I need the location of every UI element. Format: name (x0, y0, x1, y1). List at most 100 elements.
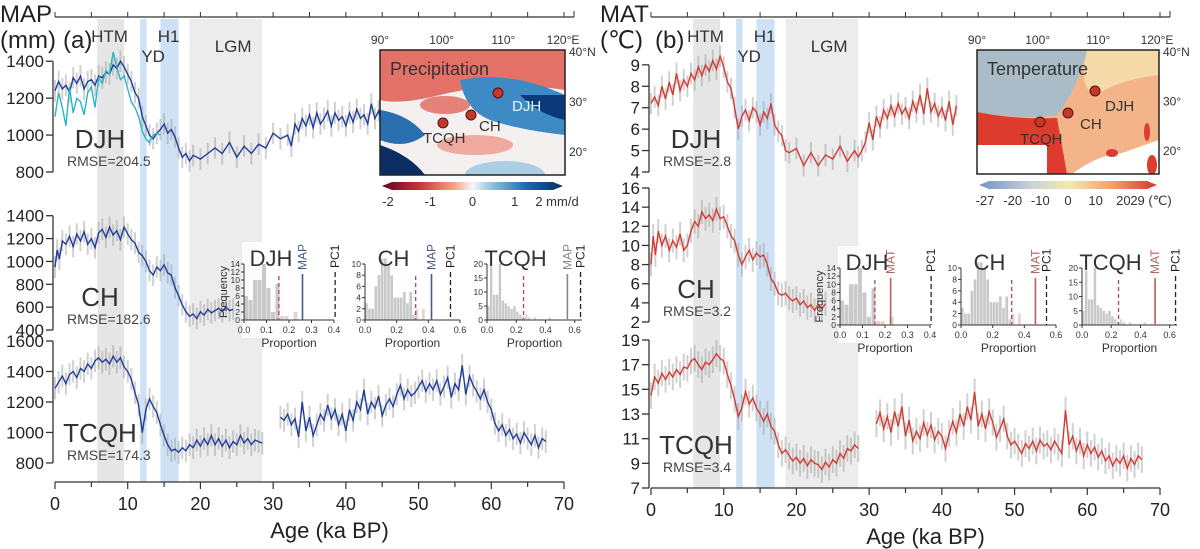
histogram-y-tick-label: 0 (235, 315, 240, 325)
histogram-x-tick-label: 0.0 (359, 325, 372, 335)
map-site-marker-tcqh (437, 117, 449, 129)
histogram-bar (403, 292, 406, 320)
y-tick-label: 9 (631, 454, 640, 473)
x-tick-label: 30 (859, 500, 879, 520)
series-line (54, 225, 234, 320)
x-tick-label: 20 (190, 494, 210, 514)
map-site-marker-djh (492, 87, 504, 99)
colorbar-tick-label: -2 (382, 194, 394, 209)
histogram-y-tick-label: 8 (356, 270, 361, 280)
colorbar-tick-label: 29 (℃) (1130, 193, 1171, 208)
histogram-bar (498, 264, 502, 320)
period-label-lgm: LGM (811, 37, 848, 56)
map-lat-label: 20° (1163, 144, 1181, 158)
reference-line-label: MAT (884, 249, 898, 274)
series-line (650, 352, 859, 471)
map-region-dry (420, 96, 470, 114)
map-site-label: TCQH (1020, 131, 1063, 148)
histogram-bar (257, 280, 262, 320)
histogram-title: TCQH (484, 246, 546, 271)
histogram-y-title: Frequency (218, 266, 230, 318)
rmse-label: RMSE=204.5 (67, 153, 151, 169)
histogram-bar (422, 308, 425, 320)
histogram-bar (253, 280, 257, 320)
histogram-bar (999, 296, 1002, 325)
histogram-y-tick-label: 8 (952, 274, 957, 284)
map-region-dry (437, 135, 513, 155)
histogram-bar (889, 316, 894, 325)
y-tick-label: 11 (622, 430, 640, 449)
map-site-marker-tcqh (1034, 116, 1046, 128)
histogram-bar (489, 266, 493, 320)
histogram-bar (973, 279, 977, 325)
map-site-label: DJH (1105, 98, 1134, 115)
colorbar-tick-label: 1 (511, 194, 518, 209)
map-sea (977, 145, 1047, 174)
map-region-wet (460, 77, 565, 135)
y-tick-label: 1000 (6, 423, 44, 442)
histogram-y-tick-label: 2 (235, 307, 240, 317)
map-lat-label: 40°N (569, 45, 596, 59)
histogram-x-tick-label: 0.4 (539, 325, 552, 335)
histogram-x-title: Proportion (507, 336, 562, 350)
y-tick-label: 1200 (6, 393, 44, 412)
map-lon-label: 120°E (547, 33, 580, 47)
histogram-y-tick-label: 0 (952, 320, 957, 330)
histogram-bar (365, 303, 368, 320)
x-tick-label: 60 (481, 494, 501, 514)
histogram-x-tick-label: 0.0 (481, 325, 494, 335)
x-tick-label: 70 (554, 494, 574, 514)
colorbar-tick-label: 2 mm/d (535, 194, 578, 209)
histogram-bar (399, 297, 403, 320)
x-tick-label: 40 (336, 494, 356, 514)
map-sea (1072, 140, 1159, 174)
histogram-bar (390, 275, 393, 320)
y-tick-label: 6 (631, 120, 640, 139)
map-region-wet (520, 95, 565, 120)
histogram-bar (1008, 319, 1012, 325)
histogram-bar (519, 314, 522, 320)
y-tick-label: 10 (621, 236, 640, 255)
map-title: Temperature (987, 59, 1088, 79)
histogram-y-tick-label: 14 (827, 263, 837, 273)
pc1-label: PC1 (1169, 248, 1183, 272)
series-line (54, 354, 263, 454)
histogram-tcqh: 0 5 10 15 20 0.0 0.2 0.4 0.6 Proportion MAP PC1 TCQH (474, 242, 588, 350)
y-tick-label: 17 (621, 356, 640, 375)
histogram-y-tick-label: 0 (356, 315, 361, 325)
rmse-label: RMSE=3.2 (663, 303, 731, 319)
period-label-h1: H1 (754, 27, 776, 46)
histogram-bar (374, 286, 378, 320)
map-site-label: TCQH (423, 130, 466, 147)
histogram-x-tick-label: 0.6 (568, 325, 581, 335)
histogram-title: CH (974, 250, 1006, 275)
site-name-label: TCQH (659, 430, 733, 460)
reference-line-label: MAT (1028, 249, 1042, 274)
colorbar-tick-label: -10 (1031, 193, 1050, 208)
histogram-y-title: Frequency (814, 270, 826, 322)
histogram-x-tick-label: 0.2 (390, 325, 403, 335)
histogram-y-tick-label: 12 (231, 267, 241, 277)
histogram-bar (415, 308, 419, 320)
histogram-x-tick-label: 0.6 (454, 325, 467, 335)
histogram-y-tick-label: 6 (831, 296, 836, 306)
variable-label: MAT (600, 1, 649, 28)
histogram-x-tick-label: 0.2 (283, 325, 296, 335)
histogram-y-tick-label: 14 (231, 259, 241, 269)
y-tick-label: 14 (621, 198, 640, 217)
histogram-x-tick-label: 0.3 (901, 330, 914, 340)
histogram-bar (853, 284, 858, 325)
shaded-period-h1 (160, 19, 179, 482)
histogram-bar (275, 284, 280, 320)
colorbar-tick-label: 0 (469, 194, 476, 209)
shaded-period-yd (140, 19, 147, 482)
period-label-yd: YD (737, 47, 761, 66)
y-tick-label: 19 (621, 331, 640, 350)
histogram-y-tick-label: 4 (952, 297, 957, 307)
histogram-x-tick-label: 0.0 (955, 330, 968, 340)
y-tick-label: 400 (16, 321, 44, 340)
